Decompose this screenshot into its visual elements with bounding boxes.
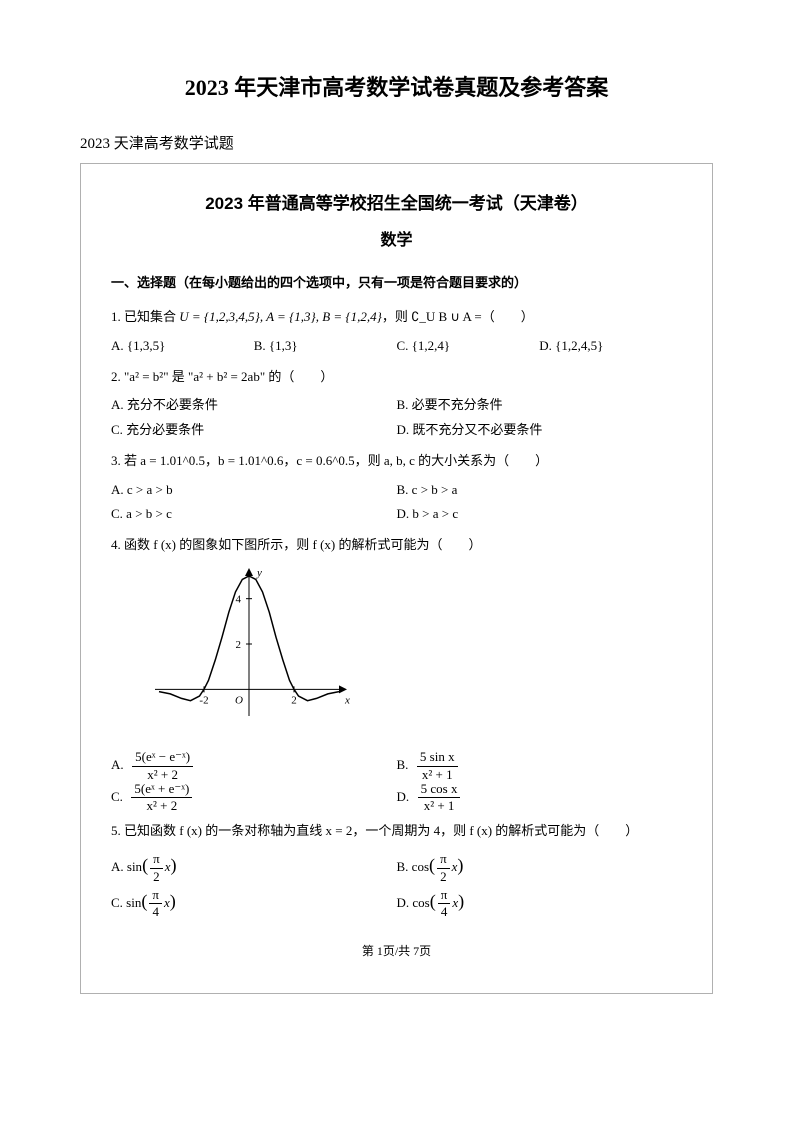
q5-a-pre: A. sin bbox=[111, 859, 142, 874]
q4-c-num: 5(eˣ + e⁻ˣ) bbox=[131, 782, 192, 798]
q5-c-den: 4 bbox=[149, 904, 162, 919]
q1-stem-math: U = {1,2,3,4,5}, A = {1,3}, B = {1,2,4} bbox=[179, 309, 382, 324]
q4-opt-a: A. 5(eˣ − e⁻ˣ)x² + 2 bbox=[111, 750, 397, 782]
q4-b-num: 5 sin x bbox=[417, 750, 458, 766]
q1-opt-a: A. {1,3,5} bbox=[111, 334, 254, 359]
q5-c-pre: C. sin bbox=[111, 895, 141, 910]
q4-d-num: 5 cos x bbox=[418, 782, 461, 798]
svg-text:4: 4 bbox=[236, 593, 242, 605]
q5-stem: 5. 已知函数 f (x) 的一条对称轴为直线 x = 2，一个周期为 4，则 … bbox=[111, 819, 682, 844]
q3-stem: 3. 若 a = 1.01^0.5，b = 1.01^0.6，c = 0.6^0… bbox=[111, 449, 682, 474]
outer-subtitle: 2023 天津高考数学试题 bbox=[80, 132, 713, 153]
svg-text:2: 2 bbox=[291, 694, 297, 706]
q5-b-pre: B. cos bbox=[397, 859, 430, 874]
q4-opt-d: D. 5 cos xx² + 1 bbox=[397, 782, 683, 814]
q1-opt-d: D. {1,2,4,5} bbox=[539, 334, 682, 359]
page: 2023 年天津市高考数学试卷真题及参考答案 2023 天津高考数学试题 202… bbox=[0, 0, 793, 1122]
page-footer: 第 1页/共 7页 bbox=[111, 940, 682, 963]
q5-d-pre: D. cos bbox=[397, 895, 430, 910]
q2-options: A. 充分不必要条件 B. 必要不充分条件 C. 充分必要条件 D. 既不充分又… bbox=[111, 393, 682, 442]
q5-b-num: π bbox=[437, 852, 450, 868]
question-4: 4. 函数 f (x) 的图象如下图所示，则 f (x) 的解析式可能为（ ） … bbox=[111, 533, 682, 814]
q3-opt-b: B. c > b > a bbox=[397, 478, 683, 503]
question-5: 5. 已知函数 f (x) 的一条对称轴为直线 x = 2，一个周期为 4，则 … bbox=[111, 819, 682, 919]
q1-opt-b: B. {1,3} bbox=[254, 334, 397, 359]
q3-opt-d: D. b > a > c bbox=[397, 502, 683, 527]
question-1: 1. 已知集合 U = {1,2,3,4,5}, A = {1,3}, B = … bbox=[111, 305, 682, 358]
exam-box: 2023 年普通高等学校招生全国统一考试（天津卷） 数学 一、选择题（在每小题给… bbox=[80, 163, 713, 994]
q5-opt-c: C. sin(π4x) bbox=[111, 884, 397, 920]
q4-opt-c: C. 5(eˣ + e⁻ˣ)x² + 2 bbox=[111, 782, 397, 814]
q4-options: A. 5(eˣ − e⁻ˣ)x² + 2 B. 5 sin xx² + 1 C.… bbox=[111, 750, 682, 813]
q4-opt-b: B. 5 sin xx² + 1 bbox=[397, 750, 683, 782]
question-3: 3. 若 a = 1.01^0.5，b = 1.01^0.6，c = 0.6^0… bbox=[111, 449, 682, 527]
section-heading: 一、选择题（在每小题给出的四个选项中，只有一项是符合题目要求的） bbox=[111, 271, 682, 296]
q5-opt-d: D. cos(π4x) bbox=[397, 884, 683, 920]
q4-d-den: x² + 1 bbox=[418, 798, 461, 813]
q5-a-den: 2 bbox=[150, 869, 163, 884]
q5-options: A. sin(π2x) B. cos(π2x) C. sin(π4x) D. c… bbox=[111, 848, 682, 920]
q4-a-den: x² + 2 bbox=[132, 767, 193, 782]
q1-stem-suffix: ，则 ∁_U B ∪ A =（ ） bbox=[382, 309, 534, 324]
q5-b-den: 2 bbox=[437, 869, 450, 884]
q5-d-den: 4 bbox=[438, 904, 451, 919]
q1-options: A. {1,3,5} B. {1,3} C. {1,2,4} D. {1,2,4… bbox=[111, 334, 682, 359]
outer-title: 2023 年天津市高考数学试卷真题及参考答案 bbox=[80, 70, 713, 102]
q3-opt-c: C. a > b > c bbox=[111, 502, 397, 527]
q2-opt-c: C. 充分必要条件 bbox=[111, 418, 397, 443]
q4-graph-wrap: -2 2 2 4 Ox y bbox=[131, 564, 682, 743]
q2-opt-d: D. 既不充分又不必要条件 bbox=[397, 418, 683, 443]
q1-opt-c: C. {1,2,4} bbox=[397, 334, 540, 359]
q5-a-num: π bbox=[150, 852, 163, 868]
q4-stem: 4. 函数 f (x) 的图象如下图所示，则 f (x) 的解析式可能为（ ） bbox=[111, 533, 682, 558]
exam-subject: 数学 bbox=[111, 226, 682, 256]
svg-text:O: O bbox=[235, 694, 243, 706]
svg-text:2: 2 bbox=[236, 639, 242, 651]
q5-c-num: π bbox=[149, 888, 162, 904]
q4-c-den: x² + 2 bbox=[131, 798, 192, 813]
q3-opt-a: A. c > a > b bbox=[111, 478, 397, 503]
q4-a-num: 5(eˣ − e⁻ˣ) bbox=[132, 750, 193, 766]
svg-text:-2: -2 bbox=[199, 694, 208, 706]
q5-opt-b: B. cos(π2x) bbox=[397, 848, 683, 884]
q1-stem-prefix: 1. 已知集合 bbox=[111, 309, 179, 324]
q5-d-num: π bbox=[438, 888, 451, 904]
q2-opt-a: A. 充分不必要条件 bbox=[111, 393, 397, 418]
svg-text:x: x bbox=[344, 694, 350, 706]
q2-opt-b: B. 必要不充分条件 bbox=[397, 393, 683, 418]
q5-opt-a: A. sin(π2x) bbox=[111, 848, 397, 884]
q3-options: A. c > a > b B. c > b > a C. a > b > c D… bbox=[111, 478, 682, 527]
q4-b-den: x² + 1 bbox=[417, 767, 458, 782]
question-2: 2. "a² = b²" 是 "a² + b² = 2ab" 的（ ） A. 充… bbox=[111, 365, 682, 443]
q4-graph: -2 2 2 4 Ox y bbox=[131, 564, 351, 734]
q1-stem: 1. 已知集合 U = {1,2,3,4,5}, A = {1,3}, B = … bbox=[111, 305, 682, 330]
svg-text:y: y bbox=[256, 567, 262, 579]
q2-stem: 2. "a² = b²" 是 "a² + b² = 2ab" 的（ ） bbox=[111, 365, 682, 390]
exam-title: 2023 年普通高等学校招生全国统一考试（天津卷） bbox=[111, 188, 682, 220]
